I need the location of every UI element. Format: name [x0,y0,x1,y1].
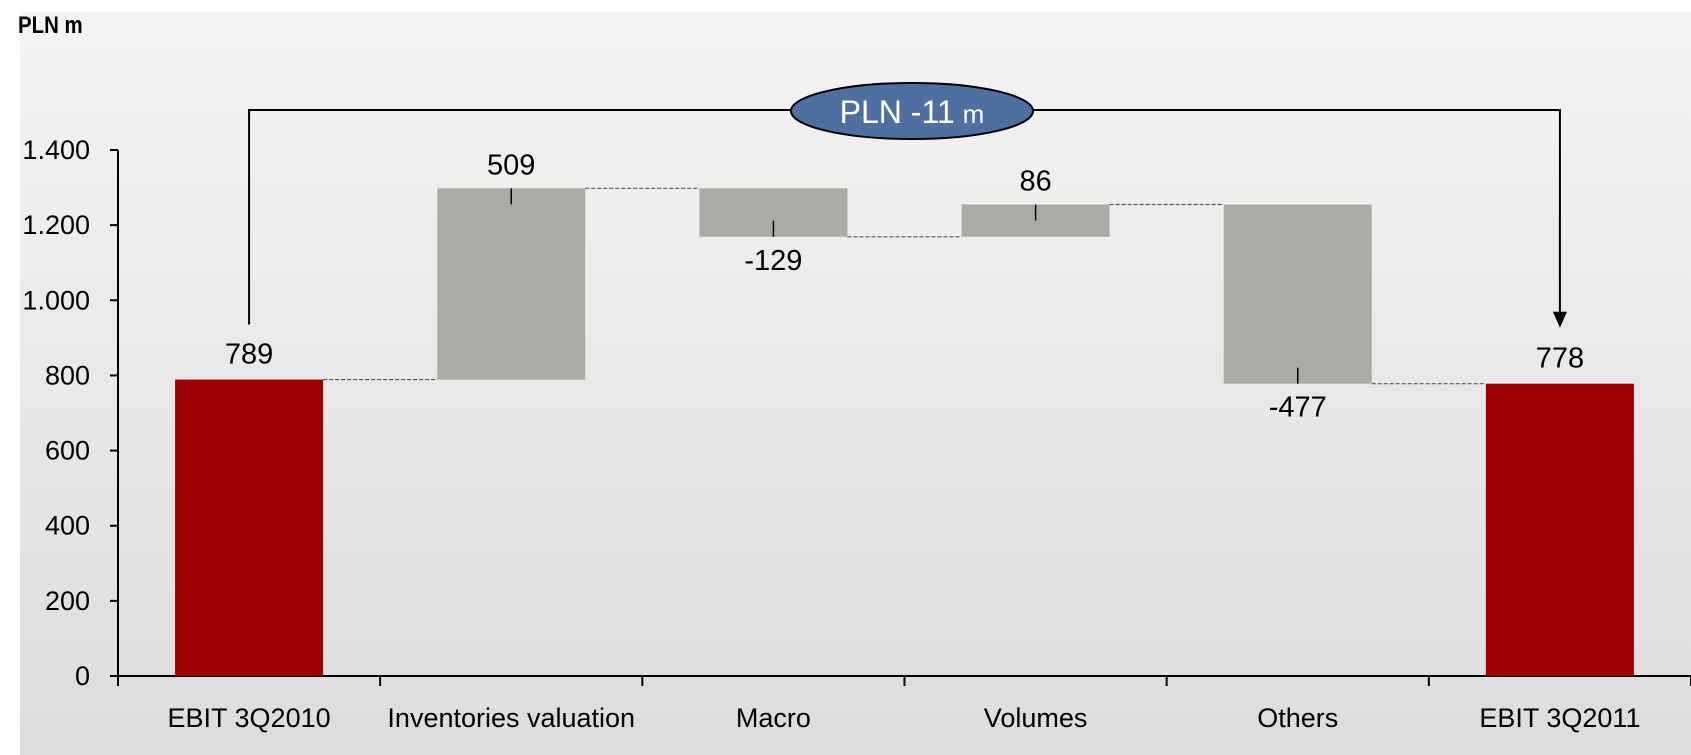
y-tick-label: 0 [75,661,90,691]
x-tick-label: EBIT 3Q2011 [1479,703,1640,733]
connector-lines [323,187,1486,385]
unit-label: PLN m [18,12,83,39]
y-tick-label: 200 [45,586,90,616]
data-label: 509 [487,149,535,181]
x-tick-label: Others [1257,703,1338,733]
data-label: 778 [1536,343,1584,375]
y-tick-label: 400 [45,511,90,541]
summary-value: PLN -11 [840,94,955,130]
x-tick-label: EBIT 3Q2010 [168,703,331,733]
axes: 0 200 400 600 800 1.000 1.200 1.400 EBIT 3Q2010 I… [22,135,1691,733]
bar-ebit-3q2010 [175,379,324,676]
bars [175,188,1634,676]
y-tick-label: 600 [45,436,90,466]
x-tick-label: Macro [736,703,811,733]
data-label: 86 [1019,165,1051,197]
data-labels: 789 509 -129 86 -477 778 [225,149,1584,423]
summary-badge: PLN -11 m [790,82,1034,140]
summary-badge-ellipse [790,82,1034,140]
y-tick-label: 800 [45,360,90,390]
data-label: -129 [744,245,802,277]
x-tick-label: Inventories valuation [387,703,635,733]
bracket-arrow-head [1552,311,1567,328]
data-label: 789 [225,339,273,371]
bar-ebit-3q2011 [1485,383,1634,676]
bar-inventories-valuation [437,188,586,380]
data-label: -477 [1269,392,1327,424]
x-tick-label: Volumes [984,703,1088,733]
summary-unit: m [963,99,985,129]
summary-badge-text: PLN -11 m [840,94,985,130]
bar-others [1223,204,1372,384]
y-tick-label: 1.000 [22,285,90,315]
y-tick-label: 1.200 [22,210,90,240]
y-tick-label: 1.400 [22,135,90,165]
